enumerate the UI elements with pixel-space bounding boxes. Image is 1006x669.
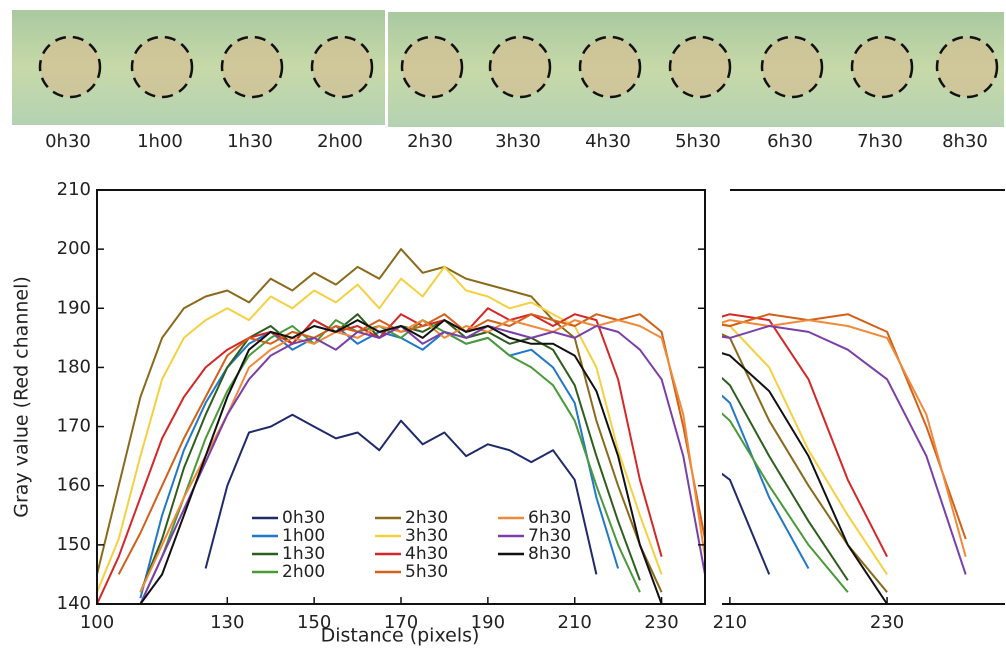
lines [97, 248, 705, 604]
x-tick-label: 150 [297, 612, 331, 633]
time-label: 4h30 [585, 131, 631, 152]
x-tick-label: 130 [210, 612, 244, 633]
series-line [722, 319, 967, 557]
y-tick-label: 160 [57, 475, 91, 496]
spot [760, 35, 824, 99]
series-line [97, 265, 663, 593]
time-label: 6h30 [767, 131, 813, 152]
legend-label: 2h00 [282, 562, 325, 582]
x-tick-label: 190 [471, 612, 505, 633]
x-tick-label: 230 [644, 612, 678, 633]
series-line [722, 325, 967, 575]
series-line [722, 313, 967, 540]
spot [130, 35, 194, 99]
legend-label: 1h30 [282, 544, 325, 564]
time-label: 0h30 [45, 131, 91, 152]
x-tick-label: 210 [558, 612, 592, 633]
legend-label: 0h30 [282, 508, 325, 528]
legend-label: 1h00 [282, 526, 325, 546]
spot [220, 35, 284, 99]
legend-label: 2h30 [405, 508, 448, 528]
x-tick-label: 210 [713, 612, 747, 633]
legend-label: 4h30 [405, 544, 448, 564]
series-line [722, 352, 888, 604]
strip-spots: 0h30 1h00 1h30 2h00 2h30 3h30 4h30 5h30 6h30 7h30… [38, 35, 999, 152]
time-label: 5h30 [675, 131, 721, 152]
time-label: 8h30 [942, 131, 988, 152]
series-line [117, 313, 705, 575]
series-line [204, 413, 598, 575]
spot [38, 35, 102, 99]
y-tick-label: 180 [57, 356, 91, 377]
lines [722, 313, 967, 604]
legend-label: 5h30 [405, 562, 448, 582]
y-axis-label: Gray value (Red channel) [11, 276, 33, 518]
x-tick-label: 100 [80, 612, 114, 633]
series-line [139, 319, 705, 593]
time-label: 2h30 [407, 131, 453, 152]
spot [578, 35, 642, 99]
time-label: 1h30 [227, 131, 273, 152]
time-label: 1h00 [137, 131, 183, 152]
spot [400, 35, 464, 99]
spot [488, 35, 552, 99]
y-tick-label: 170 [57, 416, 91, 437]
x-axis-label: Distance (pixels) [321, 625, 480, 647]
y-tick-label: 150 [57, 534, 91, 555]
legend-label: 6h30 [528, 508, 571, 528]
y-tick-label: 190 [57, 297, 91, 318]
y-tick-label: 140 [57, 593, 91, 614]
plot: 140 150 160 170 180 190 200 210 100 130 150 170 190 2… [57, 179, 1005, 633]
spot [935, 35, 999, 99]
y-tick-label: 200 [57, 238, 91, 259]
plot-frame [96, 189, 706, 605]
spot [310, 35, 374, 99]
x-tick-label: 170 [384, 612, 418, 633]
legend-label: 3h30 [405, 526, 448, 546]
spot [850, 35, 914, 99]
time-label: 2h00 [317, 131, 363, 152]
series-line [139, 325, 705, 604]
spot [668, 35, 732, 99]
legend-label: 7h30 [528, 526, 571, 546]
time-label: 7h30 [857, 131, 903, 152]
legend-label: 8h30 [528, 544, 571, 564]
series-line [139, 319, 663, 604]
time-label: 3h30 [495, 131, 541, 152]
y-tick-label: 210 [57, 179, 91, 200]
series-line [97, 248, 663, 593]
x-tick-label: 230 [870, 612, 904, 633]
